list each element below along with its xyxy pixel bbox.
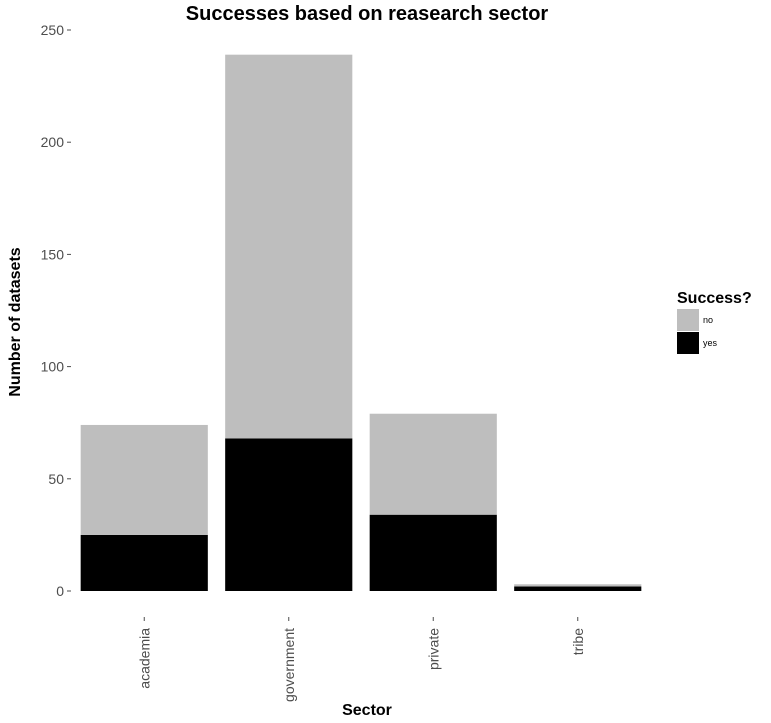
legend: Success? no yes	[677, 290, 752, 354]
y-tick-label: 100	[41, 359, 65, 375]
legend-key-no	[677, 309, 699, 331]
legend-label-no: no	[703, 315, 713, 325]
x-axis-title: Sector	[342, 702, 392, 719]
bars	[80, 54, 642, 591]
x-tick-label: government	[281, 628, 297, 702]
x-axis: academia government private tribe	[136, 617, 586, 702]
y-axis: 0 50 100 150 200 250	[41, 22, 71, 599]
bar-academia-no	[80, 424, 208, 535]
x-tick-label: academia	[136, 628, 152, 689]
x-tick-label: tribe	[570, 628, 586, 655]
y-tick-label: 0	[56, 583, 64, 599]
y-tick-label: 150	[41, 246, 65, 262]
bar-government-yes	[225, 438, 353, 591]
bar-private-yes	[369, 514, 497, 591]
legend-label-yes: yes	[703, 338, 718, 348]
bar-academia-yes	[80, 534, 208, 591]
y-axis-title: Number of datasets	[7, 247, 24, 396]
y-tick-label: 250	[41, 22, 65, 38]
bar-tribe-yes	[514, 586, 642, 591]
y-tick-label: 200	[41, 134, 65, 150]
x-tick-label: private	[425, 628, 441, 670]
bar-tribe-no	[514, 584, 642, 587]
chart-title: Successes based on reasearch sector	[186, 3, 549, 25]
bar-government-no	[225, 54, 353, 439]
legend-title: Success?	[677, 290, 752, 307]
y-tick-label: 50	[48, 471, 64, 487]
bar-private-no	[369, 413, 497, 515]
legend-key-yes	[677, 332, 699, 354]
